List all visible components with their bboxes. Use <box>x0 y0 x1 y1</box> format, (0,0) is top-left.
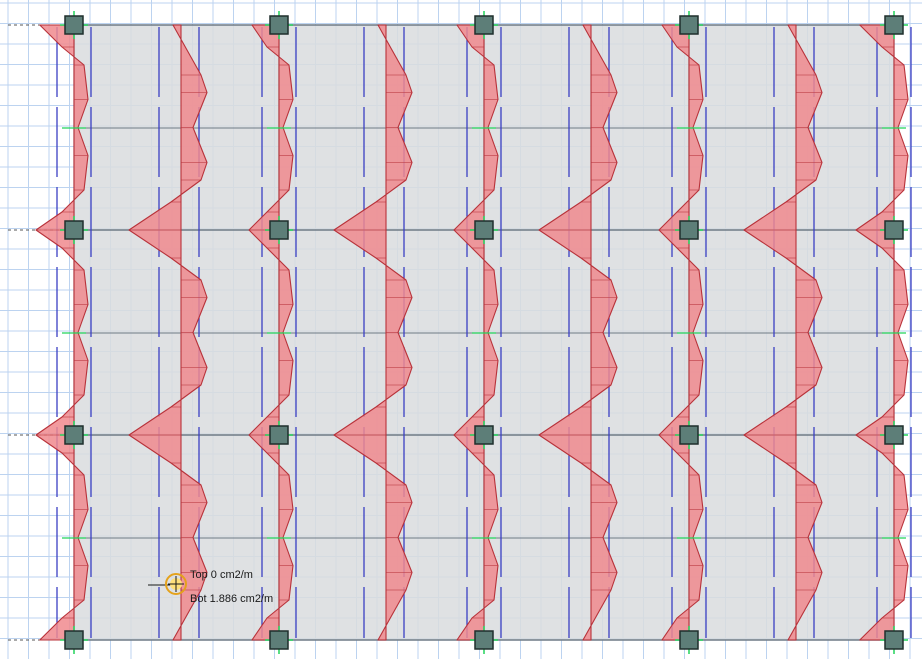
column-square-icon[interactable] <box>474 15 494 35</box>
columns[interactable] <box>64 15 904 650</box>
column-square-icon[interactable] <box>269 630 289 650</box>
column-square-icon[interactable] <box>679 425 699 445</box>
tooltip-bottom-label: Bot 1.886 cm2/m <box>190 593 273 605</box>
column-square-icon[interactable] <box>269 425 289 445</box>
column-square-icon[interactable] <box>64 220 84 240</box>
column-strip-diagram[interactable] <box>35 24 89 641</box>
cursor-tooltip: Top 0 cm2/m Bot 1.886 cm2/m <box>148 569 273 605</box>
column-strip-diagram[interactable] <box>855 24 909 641</box>
column-square-icon[interactable] <box>884 425 904 445</box>
column-strip-diagram[interactable] <box>248 24 294 641</box>
middle-strip-diagram[interactable] <box>128 24 208 641</box>
column-square-icon[interactable] <box>269 220 289 240</box>
column-square-icon[interactable] <box>64 15 84 35</box>
reinforcement-diagrams[interactable] <box>35 24 909 641</box>
snap-cursor-icon <box>165 573 187 595</box>
design-strips <box>56 27 912 638</box>
middle-strip-diagram[interactable] <box>333 24 413 641</box>
middle-strip-diagram[interactable] <box>538 24 618 641</box>
column-square-icon[interactable] <box>679 15 699 35</box>
column-strip-diagram[interactable] <box>658 24 704 641</box>
column-square-icon[interactable] <box>474 220 494 240</box>
middle-strip-diagram[interactable] <box>743 24 823 641</box>
column-square-icon[interactable] <box>884 630 904 650</box>
tooltip-top-label: Top 0 cm2/m <box>190 569 253 581</box>
column-square-icon[interactable] <box>474 630 494 650</box>
column-square-icon[interactable] <box>884 220 904 240</box>
column-square-icon[interactable] <box>884 15 904 35</box>
column-square-icon[interactable] <box>679 630 699 650</box>
column-square-icon[interactable] <box>269 15 289 35</box>
column-square-icon[interactable] <box>474 425 494 445</box>
column-square-icon[interactable] <box>64 630 84 650</box>
column-square-icon[interactable] <box>679 220 699 240</box>
column-strip-diagram[interactable] <box>453 24 499 641</box>
column-square-icon[interactable] <box>64 425 84 445</box>
